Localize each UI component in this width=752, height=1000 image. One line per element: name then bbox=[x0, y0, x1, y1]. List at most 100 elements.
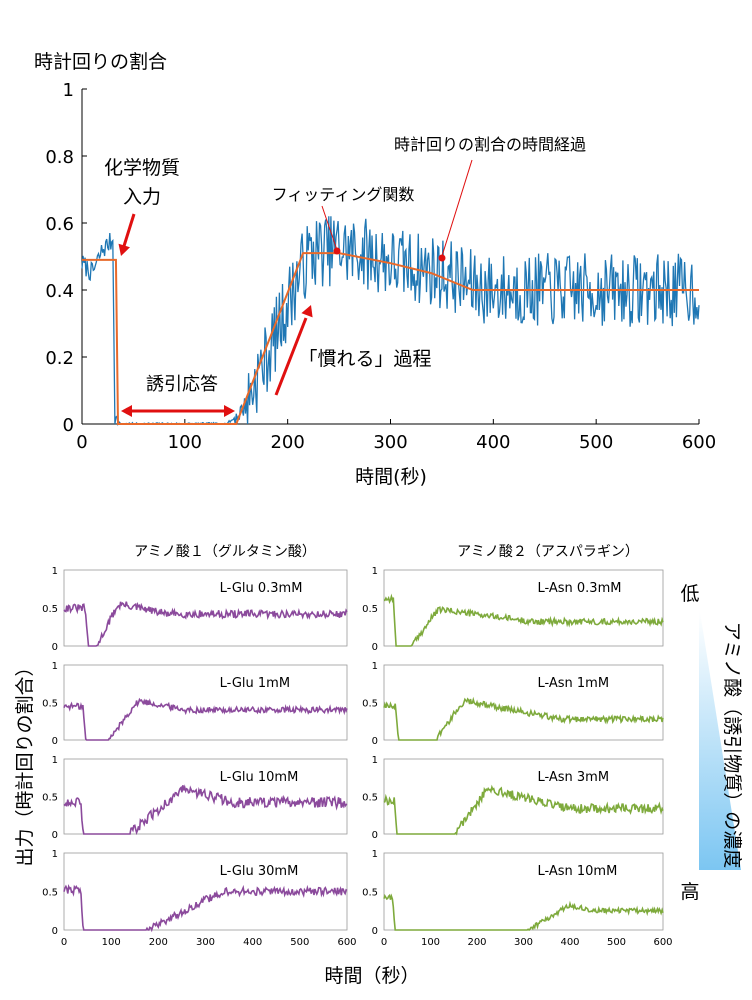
main-chart: 時計回りの割合 時間(秒) 0 100 200 300 400 500 600 0 0.2 0.4… bbox=[34, 51, 716, 488]
panel-0: 0 0.5 1 L-Glu 0.3mM bbox=[42, 566, 348, 653]
panel-series-line bbox=[383, 784, 664, 836]
panel-x-tick-label: 200 bbox=[467, 937, 486, 948]
panel-y-tick-label: 0 bbox=[52, 736, 58, 747]
panel-y-tick-label: 0 bbox=[372, 830, 378, 841]
panel-label: L-Glu 1mM bbox=[220, 676, 290, 691]
main-x-tick-label: 600 bbox=[682, 432, 716, 453]
main-x-tick-label: 0 bbox=[76, 432, 87, 453]
main-x-tick-label: 200 bbox=[270, 432, 304, 453]
panel-series-line bbox=[63, 883, 348, 933]
panel-x-tick-label: 100 bbox=[102, 937, 121, 948]
panel-x-tick-label: 0 bbox=[381, 937, 387, 948]
panel-series-line bbox=[63, 697, 348, 741]
panel-y-tick-label: 1 bbox=[52, 566, 58, 577]
panel-7: 0 0.5 1 0 100 200 300 400 500 600 L-Asn 10mM bbox=[362, 849, 672, 948]
panel-frame bbox=[63, 758, 348, 835]
panel-y-tick-label: 0.5 bbox=[362, 793, 378, 804]
annotation-time-course: 時計回りの割合の時間経過 bbox=[394, 135, 586, 154]
habituation-arrow-head bbox=[301, 305, 313, 318]
panel-2: 0 0.5 1 L-Glu 10mM bbox=[42, 755, 348, 841]
input-arrow-head bbox=[118, 243, 130, 256]
panel-y-tick-label: 0 bbox=[372, 642, 378, 653]
panel-y-tick-label: 0.5 bbox=[42, 793, 58, 804]
main-x-tick-label: 100 bbox=[168, 432, 202, 453]
annotation-habituation: 「慣れる」過程 bbox=[298, 348, 431, 370]
panel-y-tick-label: 0 bbox=[52, 830, 58, 841]
panel-chart: アミノ酸１（グルタミン酸） アミノ酸２（アスパラギン） 出力（時計回りの割合） … bbox=[14, 544, 743, 987]
panel-series-line bbox=[383, 893, 664, 932]
main-y-tick-label: 0 bbox=[63, 415, 74, 436]
panel-x-tick-label: 400 bbox=[560, 937, 579, 948]
panel-4: 0 0.5 1 L-Asn 0.3mM bbox=[362, 566, 664, 653]
panel-5: 0 0.5 1 L-Asn 1mM bbox=[362, 661, 664, 747]
main-x-tick-label: 300 bbox=[373, 432, 407, 453]
panel-series-line bbox=[384, 593, 664, 647]
panel-label: L-Glu 30mM bbox=[220, 864, 299, 879]
panel-y-tick-label: 0.5 bbox=[362, 699, 378, 710]
fitting-pointer-dot bbox=[333, 247, 341, 255]
panel-y-tick-label: 0 bbox=[372, 736, 378, 747]
timecourse-pointer-dot bbox=[438, 254, 446, 262]
main-y-tick-label: 0.8 bbox=[45, 147, 74, 168]
panel-y-tick-label: 0.5 bbox=[42, 604, 58, 615]
annotation-arrows bbox=[118, 159, 473, 417]
panel-frame bbox=[383, 852, 664, 931]
main-axes: 0 100 200 300 400 500 600 0 0.2 0.4 0.6 0.8 1 bbox=[45, 80, 716, 453]
main-x-tick-label: 400 bbox=[476, 432, 510, 453]
input-arrow bbox=[122, 213, 136, 247]
panel-y-tick-label: 1 bbox=[372, 849, 378, 860]
panel-y-tick-label: 0.5 bbox=[362, 604, 378, 615]
main-x-tick-label: 500 bbox=[579, 432, 613, 453]
panel-y-tick-label: 0 bbox=[372, 926, 378, 937]
panel-y-tick-label: 0.5 bbox=[42, 699, 58, 710]
panel-y-tick-label: 1 bbox=[52, 755, 58, 766]
main-y-tick-label: 1 bbox=[63, 80, 74, 101]
main-y-axis-label: 時計回りの割合 bbox=[34, 51, 167, 73]
main-y-tick-label: 0.2 bbox=[45, 348, 74, 369]
column-title-asparagine: アミノ酸２（アスパラギン） bbox=[457, 544, 639, 560]
panel-frame bbox=[383, 664, 664, 741]
panel-1: 0 0.5 1 L-Glu 1mM bbox=[42, 661, 348, 747]
panel-y-tick-label: 0 bbox=[52, 926, 58, 937]
panel-y-tick-label: 1 bbox=[52, 661, 58, 672]
main-x-axis-label: 時間(秒) bbox=[355, 466, 427, 488]
column-title-glutamate: アミノ酸１（グルタミン酸） bbox=[134, 544, 316, 560]
panel-y-tick-label: 0 bbox=[52, 642, 58, 653]
main-series bbox=[81, 216, 700, 427]
panel-label: L-Glu 10mM bbox=[220, 770, 299, 785]
main-y-tick-label: 0.4 bbox=[45, 281, 74, 302]
annotation-input: 入力 bbox=[123, 186, 161, 208]
response-arrow-head-right bbox=[224, 405, 235, 417]
panel-3: 0 0.5 1 0 100 200 300 400 500 600 L-Glu 30mM bbox=[42, 849, 356, 948]
panel-label: L-Asn 0.3mM bbox=[537, 581, 621, 596]
panel-x-tick-label: 0 bbox=[61, 937, 67, 948]
concentration-gradient bbox=[699, 612, 741, 870]
main-y-tick-label: 0.6 bbox=[45, 214, 74, 235]
panel-x-tick-label: 200 bbox=[149, 937, 168, 948]
annotation-fitting-function: フィッティング関数 bbox=[272, 185, 415, 204]
panel-y-tick-label: 1 bbox=[372, 566, 378, 577]
panel-x-tick-label: 600 bbox=[337, 937, 356, 948]
fitting-pointer bbox=[321, 205, 338, 251]
timecourse-pointer bbox=[441, 159, 473, 257]
concentration-axis-label: アミノ酸（誘引物質）の濃度 bbox=[721, 622, 743, 869]
panel-x-tick-label: 600 bbox=[653, 937, 672, 948]
panel-x-axis-label: 時間（秒） bbox=[324, 965, 419, 987]
panel-frame bbox=[383, 758, 664, 835]
panel-series-line bbox=[383, 696, 664, 741]
panel-grid: 0 0.5 1 L-Glu 0.3mM 0 0.5 1 L-Glu 1mM 0 0.5 1 L-Glu… bbox=[42, 566, 672, 948]
panel-x-tick-label: 100 bbox=[421, 937, 440, 948]
concentration-high-label: 高 bbox=[680, 881, 699, 903]
annotation-chemical: 化学物質 bbox=[104, 157, 180, 179]
panel-x-tick-label: 500 bbox=[290, 937, 309, 948]
concentration-low-label: 低 bbox=[680, 583, 699, 605]
panel-x-tick-label: 300 bbox=[514, 937, 533, 948]
habituation-arrow bbox=[274, 317, 308, 396]
panel-y-tick-label: 1 bbox=[52, 849, 58, 860]
response-arrow-head-left bbox=[121, 405, 132, 417]
panel-frame bbox=[383, 569, 664, 647]
panel-label: L-Asn 10mM bbox=[537, 864, 617, 879]
panel-series-line bbox=[63, 601, 348, 647]
panel-y-tick-label: 0.5 bbox=[362, 888, 378, 899]
